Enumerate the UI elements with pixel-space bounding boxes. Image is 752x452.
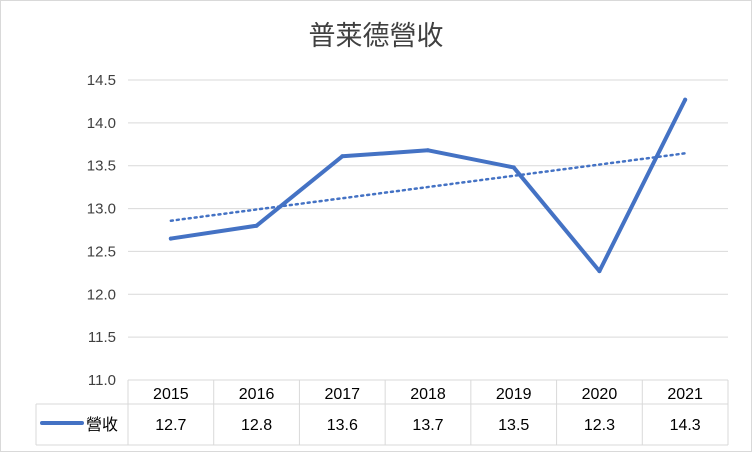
data-table-value: 13.7 <box>412 417 443 434</box>
x-category-label: 2021 <box>667 386 703 403</box>
y-tick-label: 14.5 <box>87 72 116 89</box>
x-category-label: 2016 <box>239 386 275 403</box>
gridlines <box>128 79 728 338</box>
trendline-path <box>169 152 687 222</box>
y-tick-label: 12.0 <box>87 286 116 303</box>
data-point <box>597 269 602 274</box>
x-category-label: 2015 <box>153 386 189 403</box>
y-tick-label: 13.0 <box>87 201 116 218</box>
y-tick-label: 12.5 <box>87 243 116 260</box>
y-axis-ticks: 11.0 11.5 12.0 12.5 13.0 13.5 14.0 14.5 <box>87 72 116 389</box>
x-category-label: 2017 <box>324 386 360 403</box>
data-table-value: 14.3 <box>670 417 701 434</box>
data-table-value: 13.5 <box>498 417 529 434</box>
chart-title: 普莱德營收 <box>308 21 444 52</box>
x-category-label: 2020 <box>582 386 618 403</box>
y-tick-label: 11.0 <box>88 372 116 389</box>
data-point <box>168 236 173 241</box>
data-table-value: 12.7 <box>155 417 186 434</box>
data-point <box>426 148 430 153</box>
x-category-label: 2018 <box>410 386 446 403</box>
data-point <box>340 154 345 159</box>
y-tick-label: 14.0 <box>87 115 116 132</box>
data-table: 2015 12.7 2016 12.8 2017 13.6 2018 13.7 2019 13.5… <box>35 379 729 446</box>
y-tick-label: 13.5 <box>87 158 116 175</box>
data-table-value: 12.3 <box>584 417 615 434</box>
trendline <box>169 152 687 222</box>
x-category-label: 2019 <box>496 386 532 403</box>
y-tick-label: 11.5 <box>88 329 116 346</box>
data-point <box>511 165 516 170</box>
data-table-value: 13.6 <box>327 417 358 434</box>
series-line <box>168 97 688 274</box>
data-point <box>254 223 259 228</box>
data-table-value: 12.8 <box>241 417 272 434</box>
series-line-path <box>168 97 688 274</box>
legend-label: 營收 <box>86 415 118 434</box>
data-point <box>683 97 688 102</box>
